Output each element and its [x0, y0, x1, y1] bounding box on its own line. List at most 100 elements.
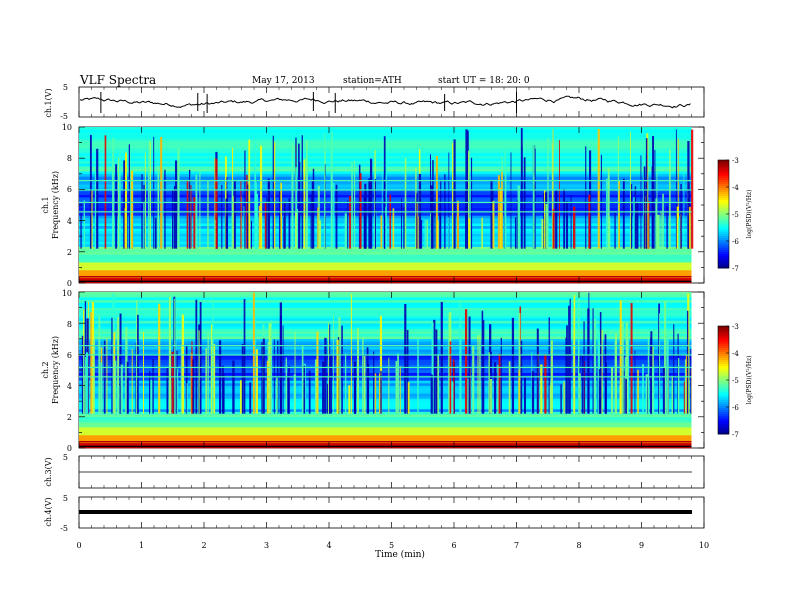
spectrogram-band	[79, 297, 692, 301]
spectrogram-streak	[677, 138, 679, 249]
colorbar-cell	[718, 254, 729, 257]
spectrogram-band	[79, 315, 692, 319]
spectrogram-streak	[597, 332, 600, 414]
spectrogram-band	[79, 323, 692, 327]
colorbar-cell	[718, 394, 729, 397]
ch1-spec-label: ch.1	[41, 196, 50, 213]
spectrogram-line	[79, 376, 692, 378]
colorbar-cell	[718, 190, 729, 193]
spectrogram-band	[79, 294, 692, 298]
colorbar-tick-label: -5	[732, 377, 739, 385]
colorbar-cell	[718, 354, 729, 357]
spectrogram-streak	[303, 365, 306, 414]
spectrogram-streak	[94, 167, 97, 249]
spectrogram-band	[79, 325, 692, 329]
spectrogram-streak	[212, 343, 216, 414]
spectrogram-streak	[622, 178, 625, 249]
spectrogram-band	[79, 370, 692, 373]
colorbar-cell	[718, 234, 729, 237]
spectrogram-streak	[642, 364, 644, 414]
spectrogram-streak	[136, 299, 138, 414]
spectrogram-streak	[500, 337, 502, 414]
spectrogram-streak	[492, 200, 495, 249]
colorbar-cell	[718, 420, 729, 423]
spectrogram-streak	[175, 350, 178, 414]
spectrogram-streak	[552, 129, 554, 249]
spectrogram-streak	[262, 338, 265, 414]
ch1-spectrogram-ticks	[78, 126, 705, 284]
spectrogram-streak	[96, 148, 99, 249]
spectrogram-streak	[497, 364, 499, 414]
spectrogram-streak	[432, 160, 434, 249]
spectrogram-streak	[534, 148, 536, 249]
spectrogram-streak	[285, 357, 287, 414]
spectrogram-streak	[680, 184, 682, 249]
spectrogram-streak	[643, 139, 645, 249]
spectrogram-streak	[598, 369, 601, 414]
spectrogram-streak	[501, 171, 503, 249]
spectrogram-band	[79, 320, 692, 324]
spectrogram-band	[79, 310, 692, 314]
spectrogram-streak	[222, 365, 224, 414]
spectrogram-streak	[434, 198, 436, 249]
spectrogram-band	[79, 251, 692, 255]
colorbar-cell	[718, 364, 729, 367]
spectrogram-streak	[572, 206, 576, 249]
colorbar-cell	[718, 250, 729, 253]
spectrogram-streak	[117, 158, 120, 249]
spectrogram-streak	[291, 144, 294, 249]
spectrogram-streak	[523, 377, 527, 414]
spectrogram-streak	[389, 194, 391, 249]
colorbar-cell	[718, 246, 729, 249]
spectrogram-streak	[240, 180, 242, 249]
spectrogram-streak	[350, 294, 352, 414]
spectrogram-streak	[401, 198, 402, 249]
spectrogram-streak	[279, 191, 282, 249]
spectrogram-band	[79, 419, 692, 423]
spectrogram-streak	[272, 135, 274, 249]
xtick-label-0: 0	[76, 541, 81, 550]
spectrogram-streak	[385, 206, 387, 249]
spectrogram-streak	[250, 220, 252, 249]
spectrogram-streak	[498, 353, 501, 414]
spectrogram-streak	[288, 365, 290, 414]
spectrogram-streak	[540, 364, 543, 414]
colorbar-cell	[718, 166, 729, 169]
spectrogram-streak	[254, 143, 257, 249]
colorbar-cell	[718, 188, 729, 191]
spectrogram-streak	[683, 381, 685, 414]
spectrogram-streak	[634, 350, 636, 414]
spectrogram-band	[79, 396, 692, 399]
spectrogram-streak	[429, 213, 431, 249]
spectrogram-band	[79, 305, 692, 308]
spectrogram-streak	[311, 179, 313, 249]
spectrogram-streak	[199, 171, 201, 249]
spectrogram-streak	[247, 184, 249, 249]
colorbar-cell	[718, 228, 729, 231]
spectrogram-streak	[456, 200, 459, 249]
spectrogram-streak	[464, 309, 468, 414]
spectrogram-streak	[274, 142, 276, 249]
colorbar-cell	[718, 328, 729, 331]
spectrogram-streak	[359, 173, 362, 249]
spectrogram-streak	[657, 214, 660, 249]
spectrogram-streak	[652, 136, 655, 249]
spectrogram-streak	[481, 310, 484, 414]
spectrogram-streak	[563, 381, 565, 414]
spectrogram-streak	[158, 303, 161, 414]
spectrogram-streak	[399, 366, 401, 414]
spectrogram-streak	[618, 180, 620, 249]
colorbar-cell	[718, 404, 729, 407]
spectrogram-streak	[651, 367, 655, 414]
spectrogram-streak	[153, 136, 155, 249]
spectrogram-streak	[514, 217, 517, 249]
colorbar-cell	[718, 164, 729, 167]
ch1-voltage-panel: 5 -5 ch.1(V)	[44, 83, 705, 121]
time-axis-label: Time (min)	[375, 549, 425, 560]
spectrogram-streak	[435, 329, 438, 414]
spectrogram-streak	[193, 196, 196, 249]
spectrogram-band	[79, 341, 692, 345]
spectrogram-streak	[548, 317, 550, 414]
spectrogram-streak	[597, 129, 600, 249]
spectrogram-streak	[149, 141, 151, 249]
